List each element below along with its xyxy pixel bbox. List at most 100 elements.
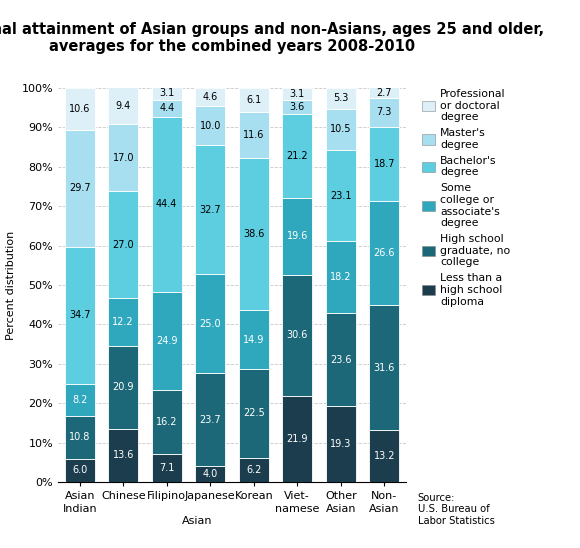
Text: 11.6: 11.6 bbox=[243, 130, 264, 140]
Bar bbox=[326, 88, 356, 109]
Text: Educational attainment of Asian groups and non-Asians, ages 25 and older,
averag: Educational attainment of Asian groups a… bbox=[0, 22, 544, 54]
Bar bbox=[152, 100, 182, 117]
Bar bbox=[195, 373, 225, 466]
Text: 16.2: 16.2 bbox=[156, 417, 177, 427]
Text: 24.9: 24.9 bbox=[156, 336, 177, 346]
Bar bbox=[108, 87, 138, 124]
Text: 7.3: 7.3 bbox=[376, 107, 392, 117]
Bar bbox=[239, 158, 269, 310]
Bar bbox=[326, 109, 356, 150]
Text: 18.7: 18.7 bbox=[374, 158, 395, 169]
Bar bbox=[108, 124, 138, 191]
Bar bbox=[239, 88, 269, 112]
Text: 8.2: 8.2 bbox=[72, 395, 88, 405]
Bar bbox=[282, 88, 312, 100]
Bar bbox=[326, 241, 356, 313]
Text: 32.7: 32.7 bbox=[200, 205, 221, 215]
Bar bbox=[326, 313, 356, 406]
Bar bbox=[326, 150, 356, 241]
Bar bbox=[282, 198, 312, 275]
Y-axis label: Percent distribution: Percent distribution bbox=[6, 230, 16, 340]
Text: 34.7: 34.7 bbox=[69, 310, 90, 320]
Bar bbox=[195, 275, 225, 373]
Bar bbox=[369, 201, 399, 305]
Bar bbox=[65, 88, 95, 129]
Bar bbox=[152, 117, 182, 292]
Text: 29.7: 29.7 bbox=[69, 183, 90, 193]
Bar bbox=[195, 466, 225, 482]
Text: 22.5: 22.5 bbox=[243, 408, 264, 418]
Bar bbox=[326, 406, 356, 482]
Bar bbox=[152, 454, 182, 482]
Bar bbox=[195, 145, 225, 275]
Text: 7.1: 7.1 bbox=[159, 463, 175, 473]
Bar bbox=[282, 114, 312, 198]
Text: 38.6: 38.6 bbox=[243, 229, 264, 239]
Bar bbox=[108, 298, 138, 346]
Text: 12.2: 12.2 bbox=[113, 317, 134, 327]
Text: 30.6: 30.6 bbox=[287, 330, 308, 340]
Text: 44.4: 44.4 bbox=[156, 199, 177, 209]
Bar bbox=[282, 275, 312, 396]
Text: 19.3: 19.3 bbox=[330, 439, 351, 449]
Text: 26.6: 26.6 bbox=[374, 248, 395, 258]
Text: 14.9: 14.9 bbox=[243, 335, 264, 345]
Text: 13.6: 13.6 bbox=[113, 450, 134, 460]
Bar bbox=[369, 127, 399, 201]
Text: 9.4: 9.4 bbox=[115, 101, 131, 111]
Bar bbox=[369, 98, 399, 127]
Bar bbox=[369, 430, 399, 482]
Text: 4.4: 4.4 bbox=[159, 103, 175, 113]
Bar bbox=[239, 310, 269, 369]
Text: 23.1: 23.1 bbox=[330, 191, 351, 201]
Text: 3.1: 3.1 bbox=[289, 89, 305, 99]
Bar bbox=[65, 459, 95, 482]
Text: 31.6: 31.6 bbox=[374, 363, 395, 373]
Text: 3.1: 3.1 bbox=[159, 88, 175, 99]
Bar bbox=[239, 112, 269, 158]
Text: 20.9: 20.9 bbox=[113, 383, 134, 392]
Bar bbox=[65, 129, 95, 247]
Bar bbox=[65, 416, 95, 459]
Text: Asian: Asian bbox=[182, 516, 212, 526]
Legend: Professional
or doctoral
degree, Master's
degree, Bachelor's
degree, Some
colleg: Professional or doctoral degree, Master'… bbox=[422, 89, 510, 306]
Text: Source:
U.S. Bureau of
Labor Statistics: Source: U.S. Bureau of Labor Statistics bbox=[418, 493, 495, 526]
Text: 23.7: 23.7 bbox=[200, 415, 221, 425]
Bar bbox=[369, 305, 399, 430]
Bar bbox=[152, 292, 182, 390]
Text: 21.2: 21.2 bbox=[287, 151, 308, 161]
Bar bbox=[195, 106, 225, 145]
Bar bbox=[282, 396, 312, 482]
Bar bbox=[108, 191, 138, 298]
Text: 6.1: 6.1 bbox=[246, 95, 262, 105]
Text: 13.2: 13.2 bbox=[374, 451, 395, 461]
Bar bbox=[65, 384, 95, 416]
Text: 6.2: 6.2 bbox=[246, 465, 262, 475]
Bar bbox=[239, 369, 269, 458]
Bar bbox=[108, 429, 138, 482]
Text: 6.0: 6.0 bbox=[72, 465, 88, 476]
Bar bbox=[239, 458, 269, 482]
Text: 5.3: 5.3 bbox=[333, 93, 349, 103]
Text: 2.7: 2.7 bbox=[376, 88, 392, 98]
Bar bbox=[108, 346, 138, 429]
Text: 23.6: 23.6 bbox=[330, 355, 351, 364]
Text: 10.5: 10.5 bbox=[330, 124, 351, 134]
Text: 10.0: 10.0 bbox=[200, 121, 221, 130]
Text: 17.0: 17.0 bbox=[113, 153, 134, 163]
Bar bbox=[152, 87, 182, 100]
Text: 10.6: 10.6 bbox=[69, 104, 90, 113]
Bar bbox=[282, 100, 312, 114]
Text: 25.0: 25.0 bbox=[200, 318, 221, 329]
Text: 18.2: 18.2 bbox=[330, 272, 351, 282]
Bar bbox=[152, 390, 182, 454]
Text: 21.9: 21.9 bbox=[287, 434, 308, 444]
Bar bbox=[65, 247, 95, 384]
Bar bbox=[195, 88, 225, 106]
Text: 27.0: 27.0 bbox=[113, 239, 134, 250]
Text: 4.0: 4.0 bbox=[202, 469, 218, 480]
Text: 19.6: 19.6 bbox=[287, 231, 308, 242]
Text: 3.6: 3.6 bbox=[289, 102, 305, 112]
Bar bbox=[369, 87, 399, 98]
Text: 4.6: 4.6 bbox=[202, 92, 218, 102]
